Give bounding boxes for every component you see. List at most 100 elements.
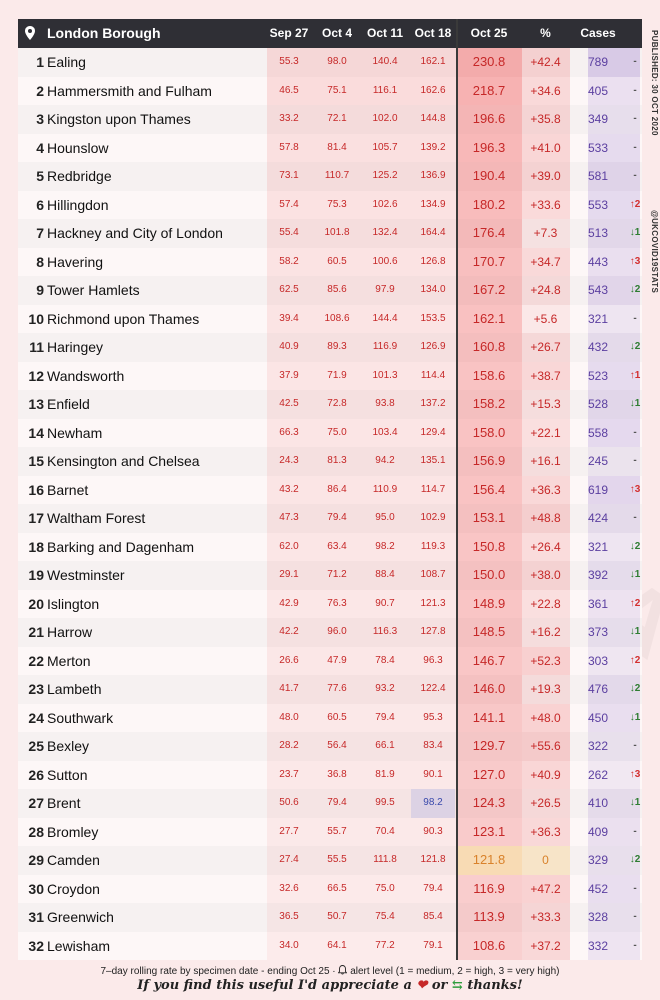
heat-cell [458, 532, 522, 561]
heat-cell [522, 703, 570, 732]
row-borough-name: Tower Hamlets [47, 282, 140, 298]
heat-cell [267, 333, 457, 362]
thanks-text-middle: or [427, 978, 452, 993]
heat-cell [458, 105, 522, 134]
row-borough-name: Camden [47, 852, 100, 868]
table-row: 1 Ealing 55.3 98.0 140.4 162.1 230.8 +42.4 789 - [18, 48, 642, 77]
heat-cell [588, 675, 640, 704]
heat-cell [522, 504, 570, 533]
table-row: 17 Waltham Forest 47.3 79.4 95.0 102.9 153.1 +4… [18, 504, 642, 533]
row-sep27: 57.8 [279, 141, 299, 153]
row-sep27: 46.5 [279, 84, 299, 96]
row-borough-name: Bromley [47, 823, 99, 840]
row-cases: 553 [587, 197, 609, 212]
row-borough-name: Richmond upon Thames [47, 310, 200, 327]
row-alert: - [633, 84, 637, 96]
table-row: 3 Kingston upon Thames 33.2 72.1 102.0 144.8 1… [18, 105, 642, 134]
row-alert: - [633, 825, 637, 837]
row-cases: 443 [587, 254, 609, 269]
table-row: 21 Harrow 42.2 96.0 116.3 127.8 148.5 +16.2 373 ↓… [18, 618, 642, 647]
row-alert: - [633, 312, 637, 324]
row-borough-name: Kensington and Chelsea [47, 453, 200, 469]
row-borough-name: Westminster [47, 567, 125, 583]
row-oct18: 134.0 [420, 284, 446, 295]
row-oct25: 124.3 [472, 795, 506, 810]
thanks-message: If you find this useful I'd appreciate a… [0, 978, 660, 993]
row-rank: 2 [36, 82, 44, 99]
row-oct4: 55.7 [327, 825, 347, 837]
heat-cell [588, 133, 640, 162]
heat-cell [267, 874, 457, 903]
row-borough-name: Hammersmith and Fulham [47, 82, 212, 99]
row-pct: +34.6 [530, 83, 561, 98]
row-alert: - [633, 512, 637, 523]
heat-cell [522, 760, 570, 789]
row-rank: 5 [36, 168, 44, 184]
row-oct25: 167.2 [472, 282, 506, 297]
row-cases: 424 [587, 511, 609, 525]
header-cases: Cases [580, 26, 616, 40]
row-oct4: 50.7 [327, 911, 347, 922]
row-oct4: 98.0 [327, 56, 347, 67]
row-oct25: 148.9 [472, 595, 506, 611]
heat-cell [267, 561, 457, 590]
heat-cell [458, 732, 522, 761]
footnote-text-after: alert level (1 = medium, 2 = high, 3 = v… [347, 966, 560, 977]
row-alert: - [633, 911, 637, 922]
row-alert: ↓1 [629, 398, 641, 409]
row-oct18: 98.2 [411, 789, 455, 818]
header-sep27: Sep 27 [269, 26, 309, 40]
heat-cell [588, 532, 640, 561]
row-oct11: 97.9 [375, 284, 395, 295]
row-sep27: 55.4 [279, 227, 299, 238]
row-oct25: 153.1 [472, 510, 506, 525]
row-cases: 322 [587, 739, 609, 753]
row-sep27: 33.2 [279, 113, 299, 124]
row-sep27: 55.3 [279, 56, 299, 67]
row-pct: +26.4 [530, 539, 561, 554]
footnote: 7–day rolling rate by specimen date - en… [0, 965, 660, 977]
row-oct4: 66.5 [327, 882, 347, 894]
heat-cell [458, 190, 522, 219]
heat-cell [522, 447, 570, 476]
heat-cell [458, 162, 522, 191]
row-oct18: 137.2 [420, 398, 446, 409]
row-pct: +26.7 [530, 340, 561, 354]
row-sep27: 73.1 [279, 170, 299, 181]
row-oct11: 116.9 [372, 341, 398, 352]
row-borough-name: Newham [47, 424, 103, 441]
table-row: 28 Bromley 27.7 55.7 70.4 90.3 123.1 +36.3 409 - [18, 817, 642, 846]
row-oct18: 96.3 [423, 654, 443, 666]
row-cases: 432 [587, 340, 609, 354]
table-row: 11 Haringey 40.9 89.3 116.9 126.9 160.8 +26.7 43… [18, 333, 642, 362]
row-oct4: 60.5 [327, 255, 347, 267]
heat-cell [458, 390, 522, 419]
row-oct18: 134.9 [420, 198, 446, 210]
row-rank: 18 [28, 538, 44, 555]
row-borough-name: Barking and Dagenham [47, 538, 195, 555]
published-label: PUBLISHED: 30 OCT 2020 [645, 30, 659, 190]
heat-cell [588, 48, 640, 77]
row-rank: 14 [28, 424, 44, 441]
row-alert: ↑2 [629, 597, 641, 609]
row-oct25: 196.6 [472, 111, 506, 126]
row-oct25: 176.4 [472, 225, 506, 240]
table-row: 23 Lambeth 41.7 77.6 93.2 122.4 146.0 +19.3 476 ↓… [18, 675, 642, 704]
heat-cell [267, 618, 457, 647]
column-divider [456, 19, 458, 960]
row-oct11: 94.2 [375, 455, 395, 466]
row-oct25: 108.6 [472, 937, 506, 953]
row-oct25: 218.7 [472, 82, 506, 98]
heat-cell [458, 304, 522, 333]
row-pct: +55.6 [530, 739, 561, 753]
row-oct11: 100.6 [372, 255, 398, 267]
row-rank: 20 [28, 595, 44, 612]
row-sep27: 62.5 [279, 284, 299, 295]
row-alert: ↓2 [629, 284, 641, 295]
row-alert: ↓1 [629, 797, 641, 808]
heat-cell [267, 675, 457, 704]
row-cases: 523 [587, 368, 609, 383]
table-row: 8 Havering 58.2 60.5 100.6 126.8 170.7 +34.7 443… [18, 247, 642, 276]
heat-cell [522, 732, 570, 761]
heat-cell [458, 333, 522, 362]
